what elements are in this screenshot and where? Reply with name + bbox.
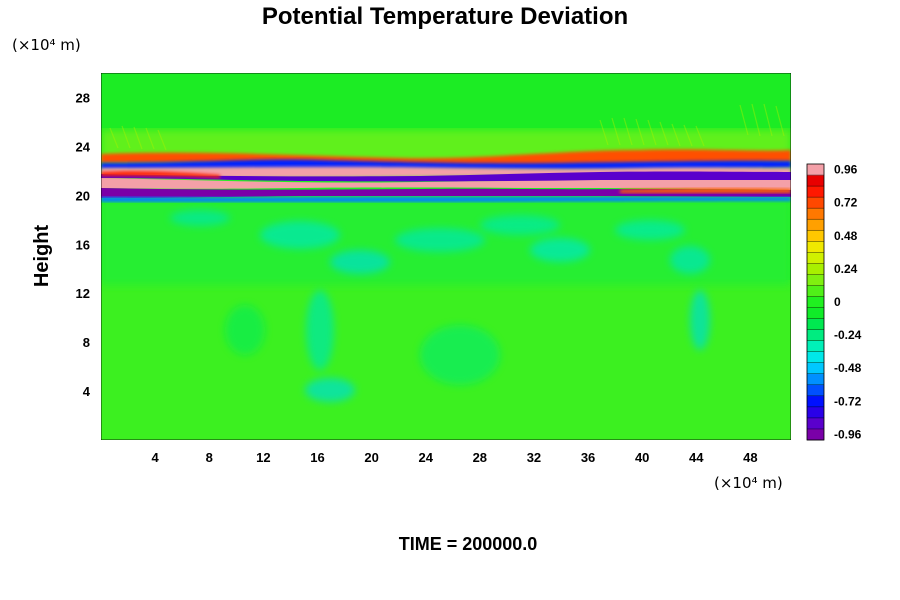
y-tick-label: 16 — [76, 237, 90, 252]
colorbar-tick-label: 0 — [834, 295, 841, 309]
colorbar-swatch — [807, 395, 824, 408]
colorbar-swatch — [807, 252, 824, 264]
band-purple-1 — [101, 171, 791, 182]
plot-area — [101, 73, 791, 440]
colorbar-swatch — [807, 340, 824, 352]
x-axis-ticks: 4 8 12 16 20 24 28 32 36 40 44 48 — [152, 450, 758, 465]
band-pink-2 — [101, 178, 791, 190]
colorbar-swatch — [807, 296, 824, 308]
y-tick-label: 12 — [76, 286, 90, 301]
x-unit-label: (×10⁴ m) — [714, 474, 783, 492]
colorbar-swatch — [807, 417, 824, 430]
colorbar-tick-label: -0.24 — [834, 328, 862, 342]
y-axis-ticks: 4 8 12 16 20 24 28 — [76, 90, 91, 399]
x-tick-label: 4 — [152, 450, 160, 465]
colorbar-tick-label: 0.24 — [834, 262, 858, 276]
colorbar-swatch — [807, 230, 824, 242]
band-purple-2 — [101, 188, 791, 198]
colorbar-swatch — [807, 274, 824, 286]
inversion-band — [101, 149, 791, 202]
colorbar-swatch — [807, 164, 824, 176]
band-red-streak-right — [620, 188, 791, 193]
colorbar-swatch — [807, 241, 824, 253]
x-tick-label: 24 — [418, 450, 433, 465]
colorbar — [806, 163, 825, 441]
x-tick-label: 44 — [689, 450, 704, 465]
colorbar-swatch — [807, 186, 824, 198]
band-lower-blue — [101, 197, 791, 202]
time-label: TIME = 200000.0 — [399, 534, 538, 554]
colorbar-swatch — [807, 307, 824, 319]
x-tick-label: 40 — [635, 450, 649, 465]
y-tick-label: 8 — [83, 335, 90, 350]
x-tick-label: 16 — [310, 450, 324, 465]
y-axis-label: Height — [31, 225, 53, 288]
colorbar-tick-label: -0.48 — [834, 361, 862, 375]
x-tick-label: 8 — [206, 450, 213, 465]
x-tick-label: 28 — [473, 450, 487, 465]
chart-title: Potential Temperature Deviation — [262, 3, 628, 30]
colorbar-swatch — [807, 197, 824, 209]
x-tick-label: 32 — [527, 450, 541, 465]
colorbar-swatch — [807, 428, 824, 441]
cyan-eddies — [170, 210, 710, 402]
colorbar-swatch — [807, 175, 824, 187]
colorbar-swatch — [807, 318, 824, 330]
colorbar-tick-label: 0.72 — [834, 196, 858, 210]
band-red-streak-left — [101, 171, 220, 178]
colorbar-tick-label: 0.96 — [834, 163, 858, 177]
colorbar-swatch — [807, 329, 824, 341]
colorbar-tick-label: 0.48 — [834, 229, 858, 243]
colorbar-labels: 0.96 0.72 0.48 0.24 0 -0.24 -0.48 -0.72 -0.96 — [834, 163, 862, 442]
colorbar-tick-label: -0.96 — [834, 427, 862, 441]
colorbar-swatch — [807, 219, 824, 231]
y-unit-label: (×10⁴ m) — [12, 36, 81, 54]
colorbar-swatch — [807, 373, 824, 386]
y-tick-label: 28 — [76, 90, 90, 105]
y-tick-label: 24 — [76, 139, 91, 154]
x-tick-label: 12 — [256, 450, 270, 465]
field-top-band — [101, 73, 791, 128]
colorbar-border — [806, 163, 825, 441]
x-tick-label: 48 — [743, 450, 757, 465]
colorbar-swatch — [807, 208, 824, 220]
y-tick-label: 4 — [83, 384, 91, 399]
colorbar-swatch — [807, 384, 824, 397]
x-tick-label: 36 — [581, 450, 595, 465]
colorbar-swatch — [807, 362, 824, 375]
colorbar-swatch — [807, 263, 824, 275]
colorbar-swatch — [807, 285, 824, 297]
colorbar-swatch — [807, 406, 824, 419]
x-tick-label: 20 — [364, 450, 378, 465]
y-tick-label: 20 — [76, 188, 90, 203]
gravity-wave-ripples — [109, 103, 785, 151]
colorbar-swatch — [807, 351, 824, 364]
colorbar-tick-label: -0.72 — [834, 394, 862, 408]
